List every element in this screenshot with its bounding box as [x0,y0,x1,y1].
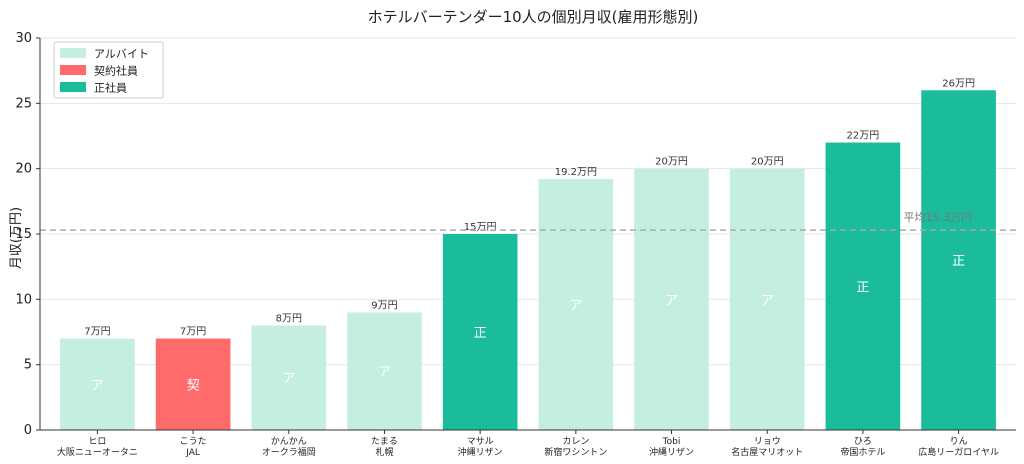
legend-label: アルバイト [94,48,149,61]
bars: 7万円ア7万円契8万円ア9万円ア15万円正19.2万円ア20万円ア20万円ア22… [60,78,996,431]
x-tick-label-place: 名古屋マリオット [731,446,803,458]
bar [347,312,422,430]
bar-type-label: ア [569,299,582,314]
bar-type-label: ア [761,293,774,308]
x-tick-label-place: 大阪ニューオータニ [57,446,138,458]
bar [729,168,805,430]
y-tick-label: 0 [24,423,32,438]
bar-type-label: 正 [952,254,965,269]
bar-value-label: 19.2万円 [555,167,597,178]
legend-swatch [60,48,86,58]
x-tick-label-place: 沖縄リザン [458,446,503,458]
bar-value-label: 7万円 [84,327,110,338]
bar [60,338,135,430]
y-tick-label: 10 [15,292,32,307]
x-tick-label-place: JAL [185,448,200,458]
bar-type-label: ア [665,293,678,308]
x-tick-label-name: Tobi [662,437,681,447]
bar [155,338,231,430]
y-tick-label: 5 [24,358,32,373]
bar-value-label: 9万円 [371,300,397,311]
y-tick-label: 30 [15,31,32,46]
y-axis-label: 月収(万円) [9,207,24,269]
bar [825,142,901,431]
x-tick-label-name: ひろ [854,436,872,447]
bar [538,179,614,430]
bar [442,234,518,430]
x-tick-label-name: カレン [562,436,589,447]
x-tick-label-name: マサル [467,436,494,447]
y-tick-label: 15 [15,227,32,242]
bar-type-label: ア [91,378,104,393]
x-tick-label-place: 帝国ホテル [840,446,885,458]
bar-type-label: 正 [474,326,487,341]
x-tick-label-place: 新宿ワシントン [544,446,607,458]
bar-type-label: 契 [187,378,200,393]
bar-type-label: 正 [856,280,869,295]
bar [251,325,327,430]
bar-value-label: 26万円 [942,78,975,89]
bar-value-label: 7万円 [180,327,206,338]
y-tick-label: 20 [15,162,32,177]
average-line-group: 平均15.3万円 [40,211,1016,231]
bar-value-label: 15万円 [464,222,497,233]
x-tick-label-place: 広島リーガロイヤル [918,446,999,458]
bar-type-label: ア [282,372,295,387]
x-tick-label-name: かんかん [271,436,307,447]
legend-label: 契約社員 [94,64,138,78]
x-tick-label-name: りん [950,436,968,447]
x-tick-label-place: オークラ福岡 [262,446,316,458]
bar [634,168,709,430]
x-tick-label-name: たまる [371,436,398,447]
y-tick-label: 25 [15,96,32,111]
bar-value-label: 22万円 [847,131,880,142]
bar [921,90,996,431]
average-label: 平均15.3万円 [904,211,973,224]
legend-swatch [60,65,86,75]
x-tick-label-name: ヒロ [88,436,106,447]
bar-value-label: 20万円 [751,157,784,168]
bar-type-label: ア [378,365,391,380]
bar-value-label: 8万円 [276,313,302,324]
legend-label: 正社員 [94,81,127,95]
x-tick-label-place: 沖縄リザン [649,446,694,458]
chart-title: ホテルバーテンダー10人の個別月収(雇用形態別) [368,8,699,26]
legend-swatch [60,82,86,92]
x-tick-label-name: こうた [180,436,207,447]
bar-value-label: 20万円 [655,157,688,168]
x-tick-label-place: 札幌 [375,446,393,458]
x-tick-label-name: リョウ [754,436,781,447]
